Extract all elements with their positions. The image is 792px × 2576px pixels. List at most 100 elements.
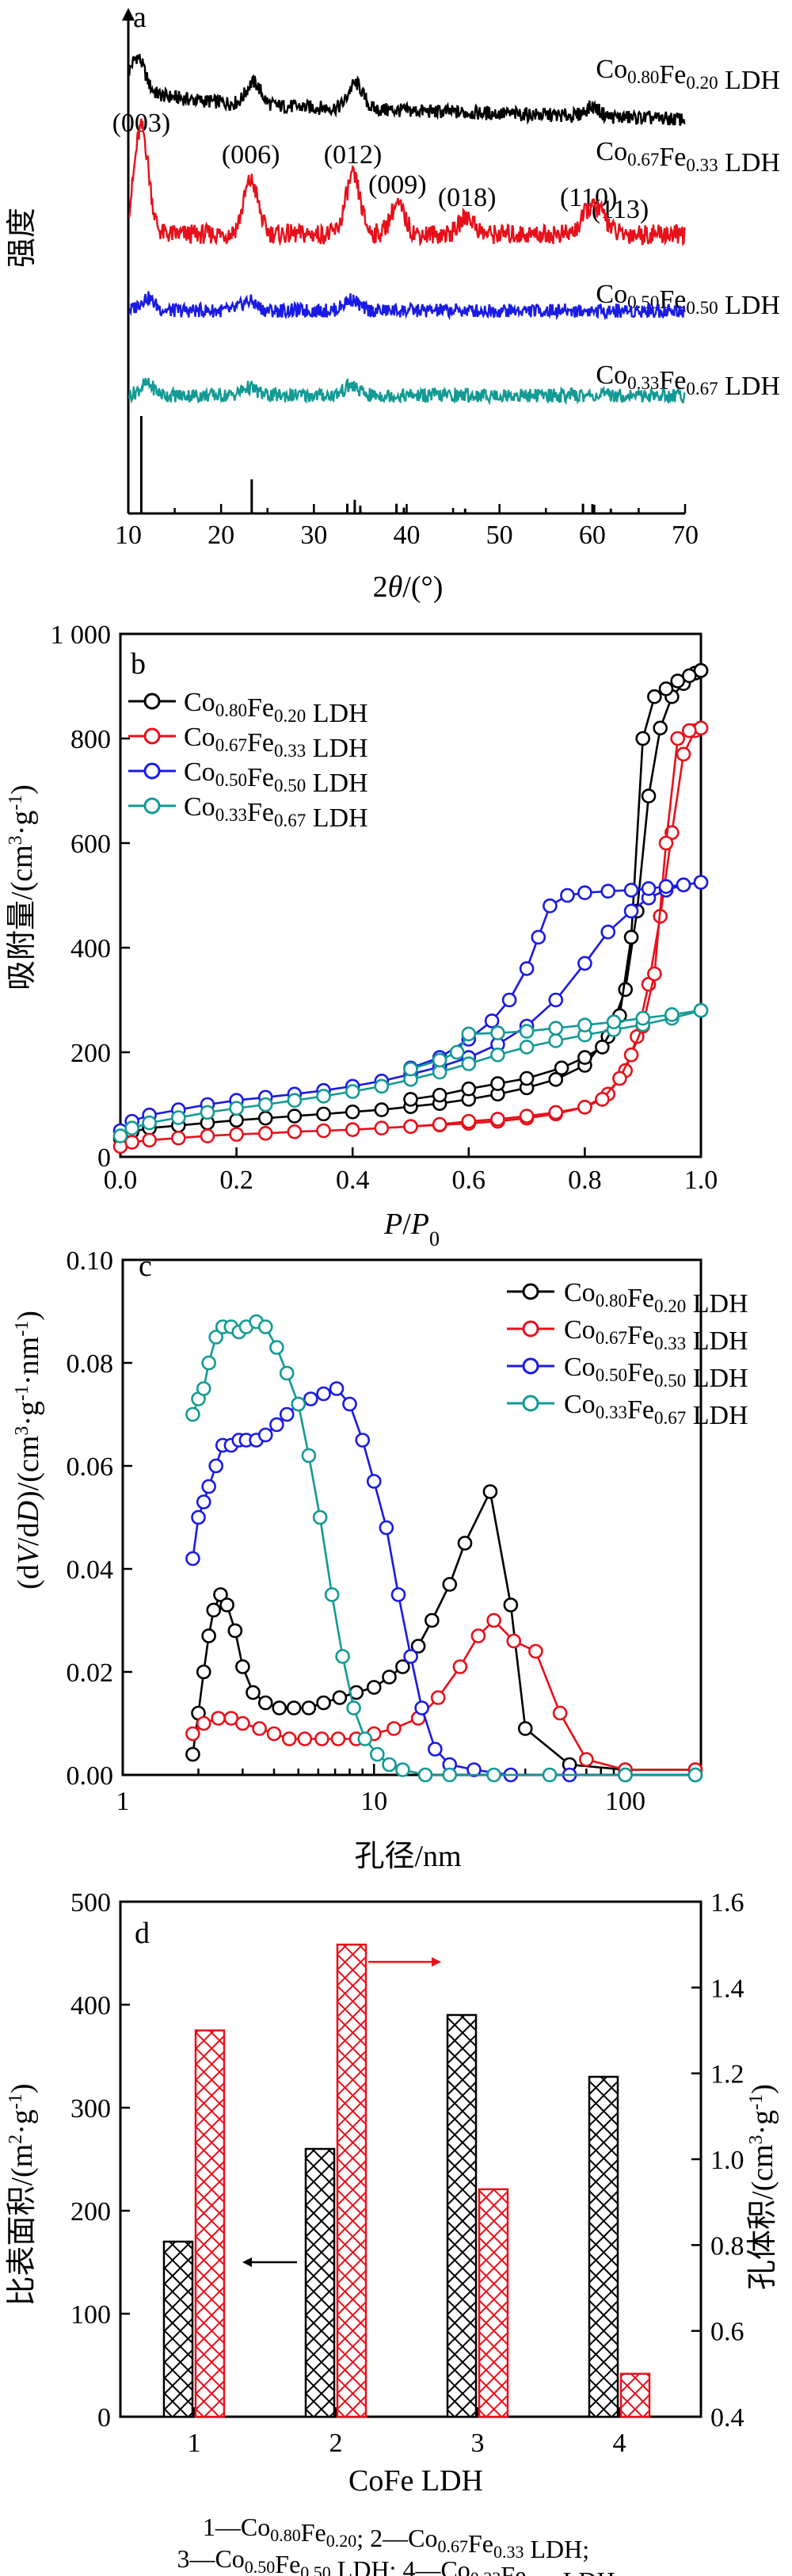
panel-b-point bbox=[374, 1078, 390, 1094]
panel-d-bar-surface-area bbox=[446, 2013, 478, 2418]
panel-c-point bbox=[272, 1700, 287, 1715]
panel-b-adsorption-line-4 bbox=[120, 1009, 702, 1137]
panel-a-series-3 bbox=[128, 291, 686, 321]
panel-b-point bbox=[229, 1127, 244, 1142]
panel-c-ytick-label: 0.04 bbox=[67, 1555, 114, 1585]
panel-b-point bbox=[658, 681, 674, 696]
panel-b-point bbox=[670, 674, 685, 689]
panel-b-point bbox=[641, 881, 657, 896]
panel-b-point bbox=[577, 1100, 592, 1115]
panel-c-point bbox=[196, 1715, 211, 1731]
panel-c-point bbox=[213, 1587, 228, 1602]
panel-b-point bbox=[548, 992, 564, 1008]
panel-c-point bbox=[332, 1690, 348, 1705]
panel-b-point bbox=[560, 887, 575, 903]
panel-d-bar-pore-volume bbox=[619, 2372, 651, 2418]
panel-d-ylabel-right: 孔体积/(cm3·g-1) bbox=[746, 2084, 779, 2290]
panel-c-point bbox=[366, 1474, 382, 1489]
panel-b-point bbox=[257, 1110, 273, 1126]
panel-d-ytick-label-right: 1.4 bbox=[710, 1974, 744, 2003]
panel-c-point bbox=[425, 1612, 440, 1628]
panel-c-frame bbox=[121, 1258, 703, 1776]
panel-b-point bbox=[548, 1033, 564, 1048]
panel-c-xtick-label: 10 bbox=[360, 1787, 387, 1816]
panel-d-bar-pore-volume bbox=[478, 2188, 509, 2418]
panel-c-point bbox=[486, 1767, 501, 1783]
panel-b-point bbox=[519, 961, 535, 976]
panel-b-point bbox=[287, 1109, 303, 1124]
panel-b-point bbox=[490, 1076, 505, 1091]
panel-b-xlabel: P/P0 bbox=[383, 1208, 440, 1250]
panel-d-bars: d 比表面积/(m2·g-1) 孔体积/(cm3·g-1) CoFe LDH 1… bbox=[6, 1888, 779, 2576]
panel-b-point bbox=[658, 879, 674, 895]
panel-c-point bbox=[528, 1643, 543, 1659]
panel-c-point bbox=[466, 1762, 482, 1777]
panel-c-point bbox=[357, 1731, 373, 1746]
panel-d-letter: d bbox=[135, 1917, 150, 1950]
panel-c-point bbox=[579, 1752, 594, 1767]
panel-c-point bbox=[355, 1433, 371, 1448]
panel-c-point bbox=[382, 1670, 397, 1685]
panel-b-legend-marker bbox=[143, 727, 161, 745]
panel-a-peak-annotations: (003)(006) (012)(009) (018) (110)(113) bbox=[112, 109, 649, 224]
panel-c-xtick-label: 100 bbox=[605, 1787, 645, 1816]
panel-a-xlabel: 2θ/(°) bbox=[373, 571, 444, 604]
panel-c-ytick-label: 0.00 bbox=[67, 1761, 114, 1791]
panel-b-point bbox=[693, 720, 709, 736]
panel-b-legend-label: Co0.50Fe0.50 LDH bbox=[184, 758, 368, 798]
panel-c-point bbox=[618, 1767, 633, 1783]
panel-c-legend-marker bbox=[522, 1357, 539, 1375]
panel-a-series-label: Co0.80Fe0.20 LDH bbox=[596, 55, 780, 95]
panel-c-point bbox=[257, 1319, 273, 1334]
panel-b-point bbox=[682, 723, 697, 738]
panel-b-point bbox=[461, 1081, 477, 1097]
caption-line: 1—Co0.80Fe0.20; 2—Co0.67Fe0.33 LDH; bbox=[203, 2513, 589, 2563]
panel-c-point bbox=[206, 1602, 222, 1618]
panel-c-point bbox=[414, 1700, 429, 1715]
panel-b-ytick-label: 400 bbox=[70, 934, 111, 964]
panel-c-point bbox=[201, 1479, 216, 1494]
panel-d-arrow-right-head bbox=[432, 1957, 441, 1967]
panel-b-point bbox=[682, 668, 697, 684]
panel-d-ytick-label-left: 200 bbox=[70, 2197, 111, 2227]
panel-c-pore-distribution: c (dV/dD)/(cm3·g-1·nm-1) 孔径/nm 1 10 100 0.0… bbox=[12, 1246, 748, 1873]
panel-a-series-label: Co0.33Fe0.67 LDH bbox=[596, 361, 780, 401]
panel-b-point bbox=[623, 883, 639, 898]
panel-d-ylabel-left: 比表面积/(m2·g-1) bbox=[6, 2083, 39, 2306]
panel-a-series-label: Co0.67Fe0.33 LDH bbox=[596, 137, 780, 177]
panel-b-ytick-label: 200 bbox=[70, 1039, 111, 1068]
panel-c-point bbox=[410, 1639, 426, 1654]
panel-c-point bbox=[266, 1726, 282, 1742]
panel-c-point bbox=[196, 1494, 211, 1509]
panel-b-point bbox=[287, 1093, 303, 1109]
panel-b-legend-marker bbox=[143, 693, 161, 710]
panel-c-point bbox=[379, 1520, 394, 1536]
panel-b-point bbox=[519, 1040, 535, 1055]
panel-c-line-1 bbox=[192, 1488, 695, 1771]
panel-c-point bbox=[382, 1757, 397, 1773]
panel-b-point bbox=[461, 1056, 477, 1071]
panel-b-point bbox=[124, 1135, 139, 1150]
panel-b-point bbox=[490, 1025, 505, 1040]
panel-b-point bbox=[403, 1119, 418, 1135]
panel-b-ylabel: 吸附量/(cm3·g-1) bbox=[6, 784, 39, 990]
panel-b-point bbox=[519, 1070, 535, 1086]
panel-b-point bbox=[577, 956, 592, 971]
panel-b-isotherm: b 吸附量/(cm3·g-1) P/P0 0.0 0.2 0.4 0.6 0.8 1.0 0… bbox=[6, 620, 718, 1250]
panel-c-point bbox=[442, 1767, 458, 1783]
panel-a-series-4 bbox=[128, 377, 686, 406]
panel-b-point bbox=[647, 966, 662, 982]
panel-b-point bbox=[287, 1124, 303, 1139]
panel-c-point bbox=[482, 1484, 498, 1499]
panel-b-point bbox=[432, 1087, 447, 1103]
panel-c-ytick-label: 0.08 bbox=[67, 1349, 114, 1379]
panel-b-xtick-label: 0.0 bbox=[104, 1166, 138, 1195]
panel-b-desorption-line-3 bbox=[410, 881, 702, 1070]
panel-b-point bbox=[676, 877, 691, 893]
panel-c-point bbox=[185, 1726, 200, 1742]
panel-a-series-label: Co0.50Fe0.50 LDH bbox=[596, 280, 780, 320]
panel-b-xtick-label: 0.4 bbox=[336, 1166, 370, 1195]
panel-c-point bbox=[185, 1746, 200, 1762]
panel-c-point bbox=[316, 1386, 331, 1402]
